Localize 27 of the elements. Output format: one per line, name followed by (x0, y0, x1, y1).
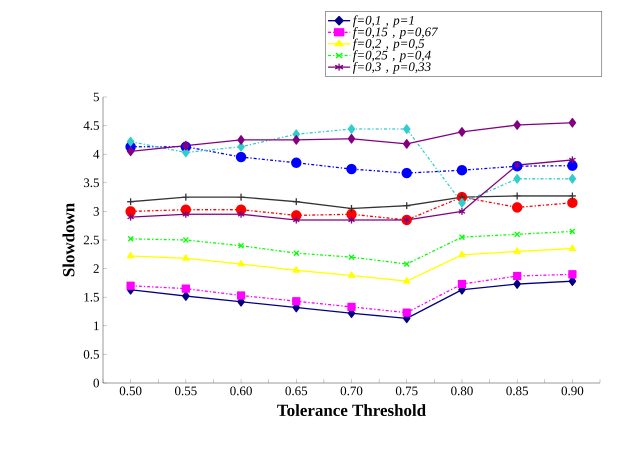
legend-label: f=0,2 , p=0,5 (352, 38, 424, 50)
y-tick-label: 4 (93, 150, 100, 158)
y-tick-label: 0 (94, 378, 99, 388)
x-tick-label: 0.85 (506, 386, 528, 396)
y-axis-title: Slowdown (62, 203, 74, 276)
y-tick-label: 3.5 (84, 178, 99, 188)
y-tick-label: 2.5 (84, 236, 99, 244)
y-tick-label: 5 (94, 92, 99, 102)
y-tick-label: 0.5 (84, 350, 99, 359)
x-tick-label: 0.60 (230, 386, 252, 396)
y-tick-label: 2 (94, 264, 99, 273)
x-tick-label: 0.90 (562, 386, 584, 396)
x-tick-label: 0.55 (175, 386, 197, 396)
legend-label: f=0,3 , p=0,33 (352, 62, 431, 74)
x-tick-label: 0.75 (396, 386, 418, 396)
legend-label: f=0,25 , p=0,4 (352, 50, 431, 62)
x-tick-label: 0.70 (340, 386, 362, 396)
y-tick-label: 3 (94, 207, 99, 216)
x-tick-label: 0.80 (451, 386, 473, 396)
y-tick-label: 1 (94, 322, 99, 330)
legend-label: f=0,15 , p=0,67 (352, 26, 438, 39)
legend-label: f=0,1 , p=1 (352, 15, 414, 28)
y-tick-label: 1.5 (84, 292, 99, 302)
x-tick-label: 0.50 (120, 386, 142, 396)
x-tick-label: 0.65 (285, 386, 308, 396)
y-tick-label: 4.5 (84, 121, 99, 130)
x-axis-title: Tolerance Threshold (277, 404, 426, 416)
